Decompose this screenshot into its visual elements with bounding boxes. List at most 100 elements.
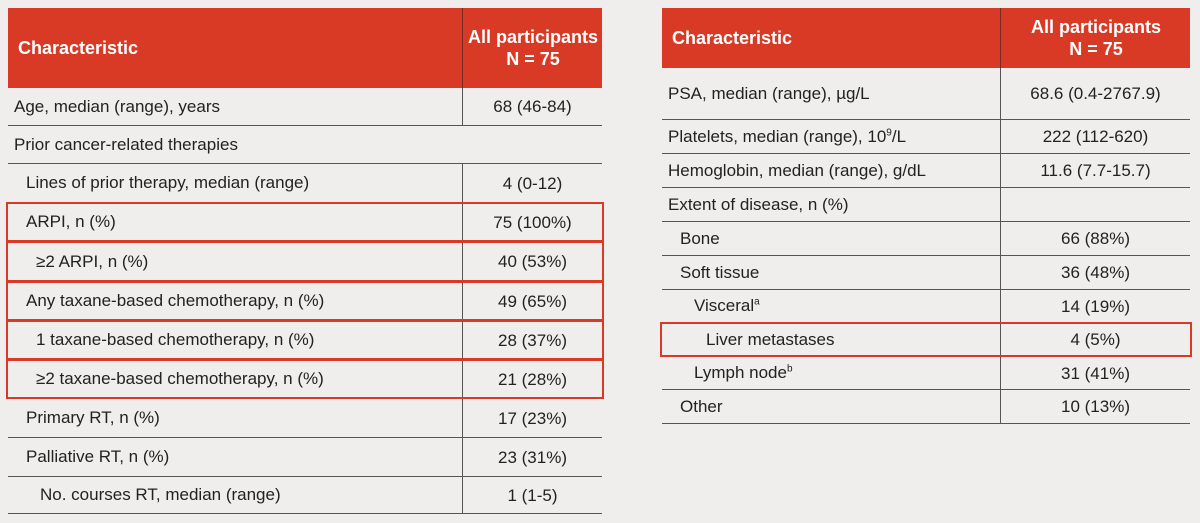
value-text: 10 (13%) bbox=[1061, 397, 1130, 416]
highlight-box bbox=[660, 322, 1192, 357]
row-value: 68.6 (0.4-2767.9) bbox=[1000, 68, 1190, 119]
label-superscript: b bbox=[786, 363, 793, 375]
row-value: 4 (5%) bbox=[1000, 323, 1190, 356]
label-main: Soft tissue bbox=[680, 262, 760, 282]
row-label: Any taxane-based chemotherapy, n (%) bbox=[26, 282, 324, 320]
label-superscript: 9 bbox=[886, 126, 892, 138]
header-group-name: All participants bbox=[467, 27, 599, 47]
label-text: ≥2 ARPI, n (%) bbox=[36, 252, 148, 272]
row-value: 75 (100%) bbox=[462, 203, 602, 241]
value-text: 31 (41%) bbox=[1061, 363, 1130, 383]
value-text: 66 (88%) bbox=[1061, 229, 1130, 248]
value-text: 23 (31%) bbox=[498, 447, 567, 467]
row-value: 28 (37%) bbox=[462, 321, 602, 359]
table-row: Primary RT, n (%) 17 (23%) bbox=[8, 399, 602, 438]
label-text: Any taxane-based chemotherapy, n (%) bbox=[26, 291, 324, 311]
value-text: 49 (65%) bbox=[498, 291, 567, 311]
header-characteristic: Characteristic bbox=[18, 37, 139, 58]
label-main: PSA, median (range), µg/L bbox=[668, 83, 870, 103]
label-main: Extent of disease, n (%) bbox=[668, 194, 849, 214]
row-value: 11.6 (7.7-15.7) bbox=[1000, 154, 1190, 187]
row-value: 17 (23%) bbox=[462, 399, 602, 437]
table-row: Viscerala 14 (19%) bbox=[662, 290, 1190, 323]
value-text: 4 (0-12) bbox=[502, 173, 563, 193]
highlight-box bbox=[6, 320, 604, 360]
value-text: 68.6 (0.4-2767.9) bbox=[1030, 84, 1161, 103]
row-label: Age, median (range), years bbox=[14, 88, 220, 125]
label-main: Other bbox=[680, 396, 723, 416]
row-value: 14 (19%) bbox=[1000, 290, 1190, 322]
label-text: Primary RT, n (%) bbox=[26, 408, 160, 428]
label-main: Bone bbox=[680, 228, 720, 248]
label-text: ARPI, n (%) bbox=[26, 212, 116, 232]
label-main: 1 taxane-based chemotherapy, n (%) bbox=[36, 330, 315, 349]
value-text: 36 (48%) bbox=[1061, 263, 1130, 282]
row-value: 222 (112-620) bbox=[1000, 120, 1190, 153]
label-suffix: /L bbox=[891, 126, 907, 146]
row-label: Prior cancer-related therapies bbox=[14, 126, 238, 163]
header-group: All participants N = 75 bbox=[462, 8, 603, 88]
label-main: Visceral bbox=[694, 296, 755, 315]
label-main: Palliative RT, n (%) bbox=[26, 447, 170, 466]
table-row: Hemoglobin, median (range), g/dL 11.6 (7.… bbox=[662, 154, 1190, 188]
label-text: Age, median (range), years bbox=[14, 97, 220, 117]
row-value: 1 (1-5) bbox=[462, 477, 602, 513]
table-row: Soft tissue 36 (48%) bbox=[662, 256, 1190, 290]
label-text: Viscerala bbox=[694, 296, 760, 316]
table-row: Lymph nodeb 31 (41%) bbox=[662, 357, 1190, 390]
value-text: 68 (46-84) bbox=[493, 97, 572, 116]
table-row: PSA, median (range), µg/L 68.6 (0.4-2767.… bbox=[662, 68, 1190, 120]
label-text: Soft tissue bbox=[680, 263, 759, 283]
table-row: Prior cancer-related therapies bbox=[8, 126, 602, 164]
label-text: Lymph nodeb bbox=[694, 363, 793, 383]
row-label: Lines of prior therapy, median (range) bbox=[26, 164, 309, 202]
table-row: No. courses RT, median (range) 1 (1-5) bbox=[8, 477, 602, 514]
label-main: Lines of prior therapy, median (range) bbox=[26, 173, 310, 192]
value-text: 4 (5%) bbox=[1070, 330, 1121, 349]
label-main: Lymph node bbox=[694, 363, 787, 382]
row-value bbox=[1000, 188, 1190, 221]
row-label: Bone bbox=[680, 222, 720, 255]
label-text: Palliative RT, n (%) bbox=[26, 447, 169, 467]
label-text: ≥2 taxane-based chemotherapy, n (%) bbox=[36, 369, 324, 389]
row-label: ARPI, n (%) bbox=[26, 203, 116, 241]
row-value: 21 (28%) bbox=[462, 360, 602, 398]
row-label: Liver metastases bbox=[706, 323, 835, 356]
row-value: 23 (31%) bbox=[462, 438, 602, 476]
highlight-box bbox=[6, 281, 604, 321]
value-text: 222 (112-620) bbox=[1042, 127, 1149, 146]
row-label: Lymph nodeb bbox=[694, 357, 793, 389]
row-label: Palliative RT, n (%) bbox=[26, 438, 169, 476]
highlight-box bbox=[6, 241, 604, 282]
label-text: Platelets, median (range), 109/L bbox=[668, 127, 906, 147]
row-label: PSA, median (range), µg/L bbox=[668, 68, 870, 119]
header-group: All participants N = 75 bbox=[1000, 8, 1191, 68]
header-n: N = 75 bbox=[1069, 39, 1123, 59]
table-row: Lines of prior therapy, median (range) 4 … bbox=[8, 164, 602, 203]
label-main: ARPI, n (%) bbox=[26, 212, 116, 231]
row-label: Viscerala bbox=[694, 290, 760, 322]
header-group-name: All participants bbox=[1030, 17, 1162, 37]
value-text: 11.6 (7.7-15.7) bbox=[1040, 161, 1151, 180]
value-text: 75 (100%) bbox=[493, 212, 572, 232]
row-label: Primary RT, n (%) bbox=[26, 399, 160, 437]
label-main: Hemoglobin, median (range), g/dL bbox=[668, 160, 926, 180]
label-main: Primary RT, n (%) bbox=[26, 408, 160, 427]
label-main: ≥2 ARPI, n (%) bbox=[36, 251, 149, 271]
row-value: 10 (13%) bbox=[1000, 390, 1190, 423]
table-header: Characteristic All participants N = 75 bbox=[662, 8, 1190, 68]
label-text: No. courses RT, median (range) bbox=[40, 485, 281, 505]
label-text: Other bbox=[680, 397, 723, 417]
label-text: Prior cancer-related therapies bbox=[14, 135, 238, 155]
value-text: 17 (23%) bbox=[498, 408, 567, 428]
row-label: Extent of disease, n (%) bbox=[668, 188, 848, 221]
label-main: Liver metastases bbox=[706, 329, 835, 349]
header-n: N = 75 bbox=[506, 49, 560, 69]
label-text: Liver metastases bbox=[706, 330, 835, 350]
highlight-box bbox=[6, 202, 604, 242]
row-value: 49 (65%) bbox=[462, 282, 602, 320]
row-value: 66 (88%) bbox=[1000, 222, 1190, 255]
row-value: 31 (41%) bbox=[1000, 357, 1190, 389]
row-label: Other bbox=[680, 390, 723, 423]
header-characteristic: Characteristic bbox=[672, 27, 793, 48]
